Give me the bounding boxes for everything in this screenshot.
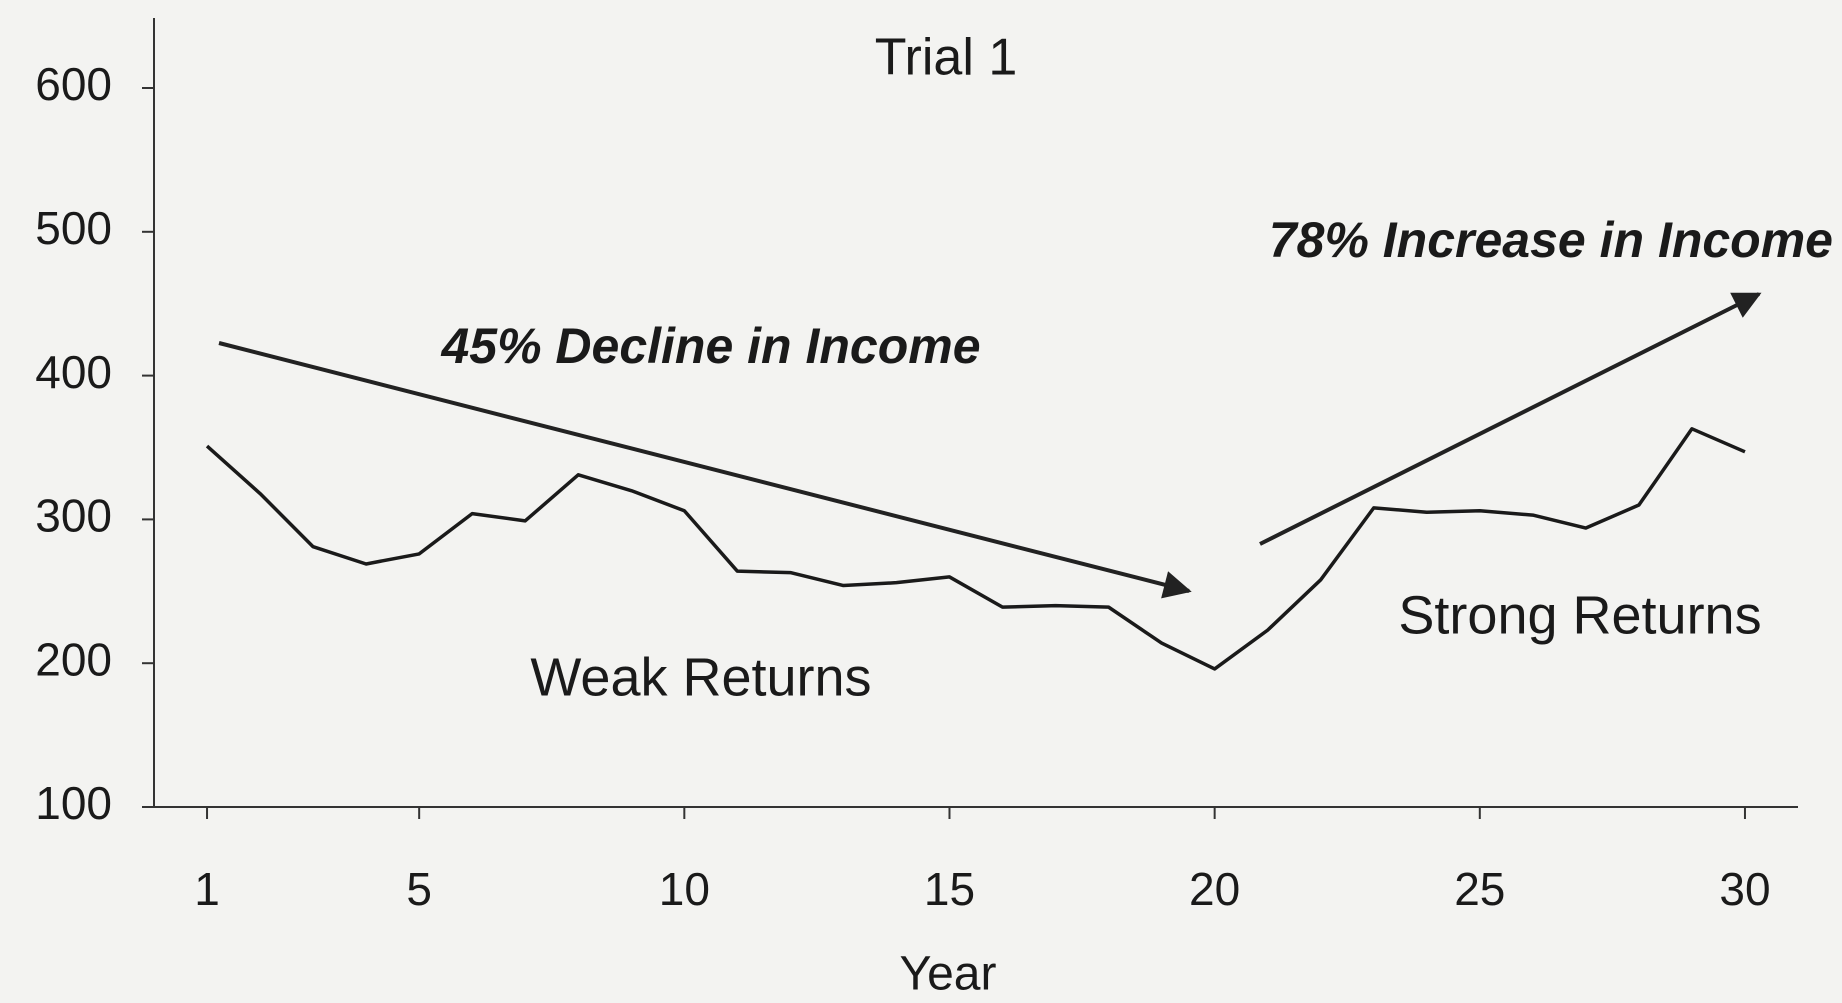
- annotation: 78% Increase in Income: [1269, 212, 1833, 268]
- x-tick-label: 25: [1454, 863, 1505, 915]
- x-tick-label: 1: [194, 863, 220, 915]
- arrow: [1259, 292, 1762, 546]
- y-tick-label: 500: [35, 202, 112, 254]
- arrow: [218, 341, 1192, 599]
- x-tick-label: 15: [924, 863, 975, 915]
- annotation: Weak Returns: [530, 647, 871, 707]
- x-tick-label: 10: [659, 863, 710, 915]
- y-tick-label: 100: [35, 777, 112, 829]
- data-line: [205, 427, 1746, 671]
- annotation: 45% Decline in Income: [440, 318, 980, 374]
- annotation: Strong Returns: [1398, 585, 1761, 645]
- y-tick-label: 200: [35, 633, 112, 685]
- x-tick-label: 5: [406, 863, 432, 915]
- x-tick-label: 30: [1719, 863, 1770, 915]
- chart-title: Trial 1: [875, 29, 1018, 87]
- y-tick-label: 600: [35, 58, 112, 110]
- y-tick-label: 400: [35, 346, 112, 398]
- x-axis-label: Year: [900, 948, 997, 1001]
- y-tick-label: 300: [35, 490, 112, 542]
- x-tick-label: 20: [1189, 863, 1240, 915]
